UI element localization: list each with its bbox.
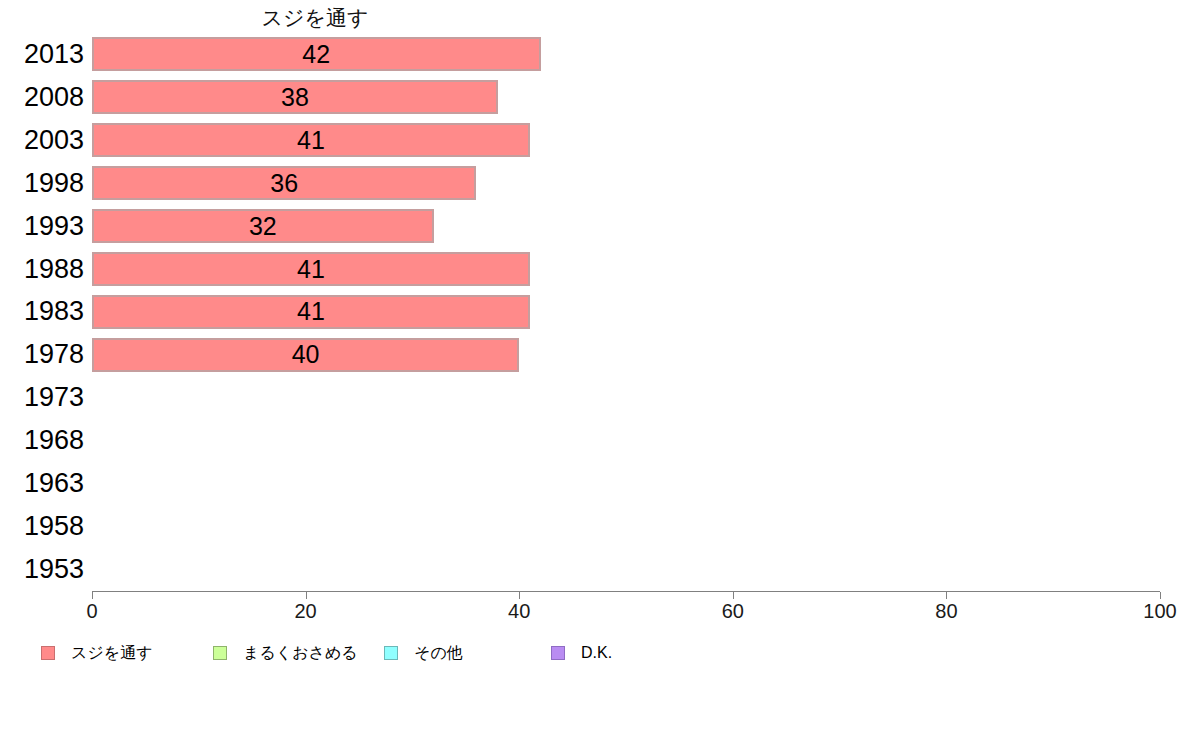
y-axis-tick-label: 1998	[0, 170, 92, 197]
chart-row: 1983 41	[0, 291, 1160, 334]
chart-row: 2008 38	[0, 76, 1160, 119]
y-axis-tick-label: 1978	[0, 341, 92, 368]
bar-value-label: 41	[297, 299, 325, 324]
bar-track: 40	[92, 333, 1160, 376]
legend: スジを通す まるくおさめる その他 D.K.	[0, 645, 1188, 667]
y-axis-tick-label: 1963	[0, 470, 92, 497]
x-axis-tick-label: 20	[294, 601, 316, 621]
bar-2013: 42	[92, 37, 541, 71]
chart-row: 1968	[0, 419, 1160, 462]
y-axis-tick-label: 1983	[0, 298, 92, 325]
bar-value-label: 41	[297, 128, 325, 153]
chart-row: 2013 42	[0, 33, 1160, 76]
bar-track	[92, 419, 1160, 462]
chart-row: 1973	[0, 376, 1160, 419]
chart-row: 1978 40	[0, 333, 1160, 376]
bar-value-label: 40	[292, 342, 320, 367]
bar-track: 36	[92, 162, 1160, 205]
legend-item: まるくおさめる	[213, 645, 358, 661]
x-axis-tick-label: 100	[1143, 601, 1176, 621]
chart-row: 1988 41	[0, 248, 1160, 291]
bar-1988: 41	[92, 252, 530, 286]
legend-label: スジを通す	[71, 645, 153, 661]
x-axis-tick-label: 80	[935, 601, 957, 621]
bar-track: 41	[92, 119, 1160, 162]
bar-1998: 36	[92, 166, 476, 200]
legend-label: まるくおさめる	[243, 645, 358, 661]
x-axis-tick-label: 0	[86, 601, 97, 621]
bar-track: 41	[92, 291, 1160, 334]
bar-track	[92, 376, 1160, 419]
legend-item: スジを通す	[41, 645, 153, 661]
legend-label: D.K.	[581, 645, 612, 661]
x-axis-tick	[1160, 592, 1161, 599]
y-axis-tick-label: 2003	[0, 127, 92, 154]
y-axis-tick-label: 1993	[0, 213, 92, 240]
y-axis-tick-label: 1988	[0, 256, 92, 283]
bar-track	[92, 548, 1160, 591]
legend-item: D.K.	[551, 645, 612, 661]
bar-track: 32	[92, 205, 1160, 248]
legend-label: その他	[414, 645, 463, 661]
chart-row: 1958	[0, 505, 1160, 548]
bar-1983: 41	[92, 295, 530, 329]
x-axis-tick	[733, 592, 734, 599]
x-axis-tick-label: 60	[722, 601, 744, 621]
legend-swatch-icon	[213, 646, 227, 660]
chart-row: 1953	[0, 548, 1160, 591]
legend-item: その他	[384, 645, 463, 661]
bar-value-label: 42	[302, 42, 330, 67]
bar-2003: 41	[92, 123, 530, 157]
y-axis-tick-label: 1973	[0, 384, 92, 411]
x-axis-tick	[306, 592, 307, 599]
bar-value-label: 41	[297, 257, 325, 282]
bar-track: 42	[92, 33, 1160, 76]
x-axis-tick	[519, 592, 520, 599]
chart-row: 2003 41	[0, 119, 1160, 162]
legend-swatch-icon	[551, 646, 565, 660]
bar-2008: 38	[92, 80, 498, 114]
bar-1978: 40	[92, 338, 519, 372]
bar-track: 41	[92, 248, 1160, 291]
chart-row: 1963	[0, 462, 1160, 505]
x-axis: 020406080100	[92, 591, 1160, 622]
bar-value-label: 38	[281, 85, 309, 110]
y-axis-tick-label: 1968	[0, 427, 92, 454]
chart-title: スジを通す	[0, 4, 630, 32]
bar-track: 38	[92, 76, 1160, 119]
y-axis-tick-label: 1958	[0, 513, 92, 540]
legend-swatch-icon	[384, 646, 398, 660]
bar-value-label: 32	[249, 214, 277, 239]
plot-area: 2013422008382003411998361993321988411983…	[0, 33, 1160, 591]
bar-1993: 32	[92, 209, 434, 243]
y-axis-tick-label: 2008	[0, 84, 92, 111]
y-axis-tick-label: 1953	[0, 556, 92, 583]
chart-row: 1998 36	[0, 162, 1160, 205]
y-axis-tick-label: 2013	[0, 41, 92, 68]
bar-value-label: 36	[270, 171, 298, 196]
chart-row: 1993 32	[0, 205, 1160, 248]
x-axis-tick	[946, 592, 947, 599]
legend-swatch-icon	[41, 646, 55, 660]
bar-track	[92, 505, 1160, 548]
bar-chart: スジを通す 2013 42 2008 38 2003 41 1998 36 1993 32 1988…	[0, 0, 1188, 736]
x-axis-tick	[92, 592, 93, 599]
bar-track	[92, 462, 1160, 505]
x-axis-tick-label: 40	[508, 601, 530, 621]
